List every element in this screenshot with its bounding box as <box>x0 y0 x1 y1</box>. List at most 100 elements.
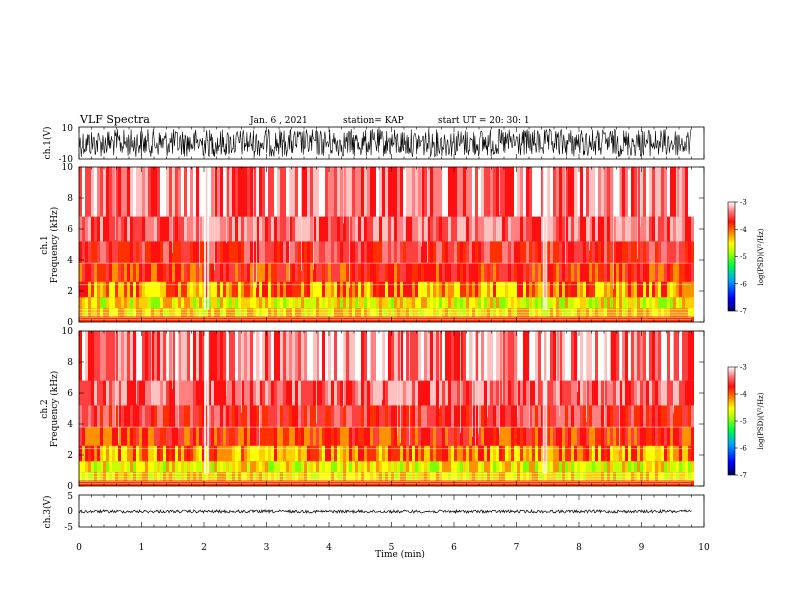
spectrogram-cell <box>583 331 586 381</box>
spectrogram-cell <box>283 472 286 481</box>
spectrogram-cell <box>550 167 553 217</box>
spectrogram-cell <box>646 380 649 406</box>
spectrogram-cell <box>283 445 286 462</box>
spectrogram-cell <box>445 445 448 462</box>
spectrogram-cell <box>487 316 490 322</box>
spectrogram-cell <box>85 461 88 473</box>
spectrogram-cell <box>337 316 340 322</box>
spectrogram-streak <box>382 331 383 400</box>
spectrogram-cell <box>241 427 244 446</box>
spectrogram-cell <box>421 241 424 264</box>
spectrogram-cell <box>310 263 313 282</box>
spectrogram-cell <box>322 263 325 282</box>
spectrogram-cell <box>199 445 202 462</box>
spectrogram-cell <box>151 167 154 217</box>
spectrogram-cell <box>241 241 244 264</box>
spectrogram-spike <box>207 167 210 310</box>
spectrogram-cell <box>517 281 520 298</box>
spectrogram-cell <box>430 316 433 322</box>
spectrogram-cell <box>199 472 202 481</box>
spectrogram-cell <box>427 216 430 242</box>
spectrogram-cell <box>457 216 460 242</box>
spectrogram-cell <box>415 445 418 462</box>
spectrogram-cell <box>358 380 361 406</box>
spectrogram-cell <box>625 241 628 264</box>
spectrogram-cell <box>241 297 244 309</box>
spectrogram-cell <box>607 445 610 462</box>
spectrogram-cell <box>619 263 622 282</box>
spectrogram-cell <box>430 380 433 406</box>
spectrogram-cell <box>115 216 118 242</box>
spectrogram-cell <box>301 308 304 317</box>
spectrogram-cell <box>571 427 574 446</box>
spectrogram-cell <box>229 380 232 406</box>
spectrogram-cell <box>529 331 532 381</box>
spectrogram-cell <box>481 281 484 298</box>
spectrogram-cell <box>313 472 316 481</box>
spectrogram-cell <box>334 167 337 217</box>
spectrogram-cell <box>586 263 589 282</box>
date-label: Jan. 6 , 2021 <box>249 116 308 126</box>
spectrogram-streak <box>421 167 422 247</box>
spectrogram-cell <box>100 297 103 309</box>
spectrogram-cell <box>475 297 478 309</box>
spectrogram-cell <box>280 445 283 462</box>
spectrogram-cell <box>445 331 448 381</box>
spectrogram-cell <box>184 167 187 217</box>
spectrogram-cell <box>655 461 658 473</box>
spectrogram-cell <box>610 263 613 282</box>
spectrogram-cell <box>445 308 448 317</box>
spectrogram-cell <box>121 380 124 406</box>
spectrogram-cell <box>562 241 565 264</box>
spectrogram-cell <box>577 216 580 242</box>
spectrogram-cell <box>595 472 598 481</box>
spectrogram-cell <box>148 445 151 462</box>
spectrogram-cell <box>277 263 280 282</box>
spectrogram-cell <box>328 281 331 298</box>
spectrogram-cell <box>124 308 127 317</box>
ch2-colorbar-ticks: -3-4-5-6-7 <box>735 364 747 480</box>
spectrogram-cell <box>505 480 508 486</box>
spectrogram-cell <box>127 461 130 473</box>
spectrogram-cell <box>577 263 580 282</box>
spectrogram-cell <box>451 308 454 317</box>
spectrogram-cell <box>232 380 235 406</box>
spectrogram-cell <box>637 445 640 462</box>
spectrogram-cell <box>385 480 388 486</box>
spectrogram-cell <box>610 472 613 481</box>
spectrogram-cell <box>631 331 634 381</box>
spectrogram-cell <box>526 263 529 282</box>
spectrogram-cell <box>364 167 367 217</box>
spectrogram-cell <box>589 427 592 446</box>
spectrogram-cell <box>532 480 535 486</box>
spectrogram-cell <box>580 316 583 322</box>
spectrogram-cell <box>169 472 172 481</box>
spectrogram-cell <box>211 480 214 486</box>
spectrogram-cell <box>187 167 190 217</box>
spectrogram-cell <box>430 281 433 298</box>
spectrogram-cell <box>400 241 403 264</box>
spectrogram-cell <box>313 331 316 381</box>
spectrogram-cell <box>400 380 403 406</box>
spectrogram-cell <box>85 380 88 406</box>
spectrogram-cell <box>628 405 631 428</box>
spectrogram-cell <box>433 297 436 309</box>
spectrogram-cell <box>586 297 589 309</box>
spectrogram-cell <box>334 241 337 264</box>
spectrogram-cell <box>646 263 649 282</box>
spectrogram-cell <box>613 380 616 406</box>
spectrogram-cell <box>268 380 271 406</box>
spectrogram-cell <box>433 427 436 446</box>
spectrogram-cell <box>118 308 121 317</box>
spectrogram-cell <box>592 445 595 462</box>
spectrogram-cell <box>142 281 145 298</box>
spectrogram-cell <box>208 281 211 298</box>
spectrogram-cell <box>310 331 313 381</box>
spectrogram-cell <box>94 316 97 322</box>
spectrogram-cell <box>529 380 532 406</box>
spectrogram-cell <box>160 380 163 406</box>
spectrogram-cell <box>583 461 586 473</box>
spectrogram-cell <box>247 331 250 381</box>
spectrogram-cell <box>313 445 316 462</box>
spectrogram-cell <box>640 427 643 446</box>
